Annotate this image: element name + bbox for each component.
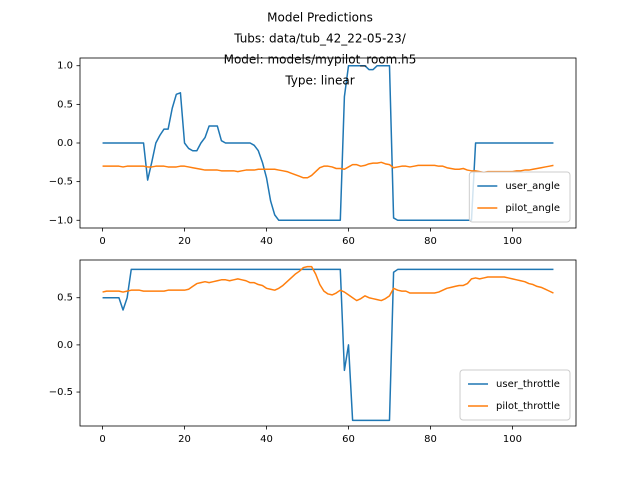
legend-frame [468, 171, 571, 223]
data-line [102, 64, 554, 222]
x-tick-label: 40 [260, 236, 273, 247]
x-tick-label: 80 [424, 236, 437, 247]
x-tick-label: 60 [342, 236, 355, 247]
y-tick-label: 0.0 [57, 138, 73, 149]
x-tick-label: 100 [503, 434, 522, 445]
legend: user_angle pilot_angle [468, 171, 571, 223]
chart-title: Model Predictions [267, 11, 373, 25]
data-line [102, 265, 554, 302]
legend-label: user_throttle [496, 379, 560, 390]
x-tick-label: 40 [260, 434, 273, 445]
data-line [102, 161, 554, 179]
y-tick-label: −0.5 [49, 177, 73, 188]
y-tick-label: 0.5 [57, 99, 73, 110]
legend-label: user_angle [505, 181, 560, 192]
plot-area [102, 64, 554, 222]
y-tick-label: −0.5 [49, 387, 73, 398]
data-line [102, 268, 554, 422]
x-tick-label: 100 [503, 236, 522, 247]
chart-title: Model: models/mypilot_room.h5 [224, 53, 417, 67]
x-tick-label: 0 [99, 236, 105, 247]
x-tick-label: 0 [99, 434, 105, 445]
legend-frame [459, 369, 571, 421]
y-tick-label: 0.5 [57, 293, 73, 304]
y-tick-label: 1.0 [57, 61, 73, 72]
x-tick-label: 20 [178, 236, 191, 247]
x-tick-label: 80 [424, 434, 437, 445]
axes-frame [79, 259, 577, 427]
legend-label: pilot_angle [505, 203, 560, 214]
plot-area [102, 265, 554, 422]
x-tick-label: 20 [178, 434, 191, 445]
y-tick-label: −1.0 [49, 215, 73, 226]
chart-title: Tubs: data/tub_42_22-05-23/ [233, 32, 407, 46]
x-tick-label: 60 [342, 434, 355, 445]
legend-label: pilot_throttle [496, 401, 560, 412]
y-tick-label: 0.0 [57, 340, 73, 351]
legend: user_throttle pilot_throttle [459, 369, 571, 421]
chart-title: Type: linear [284, 74, 354, 88]
